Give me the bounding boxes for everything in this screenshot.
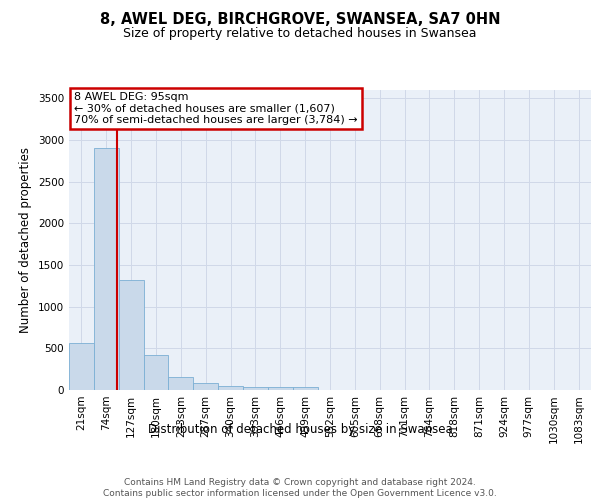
Bar <box>169 377 193 390</box>
Bar <box>69 342 94 390</box>
Text: 8, AWEL DEG, BIRCHGROVE, SWANSEA, SA7 0HN: 8, AWEL DEG, BIRCHGROVE, SWANSEA, SA7 0H… <box>100 12 500 28</box>
Bar <box>243 386 268 390</box>
Text: Distribution of detached houses by size in Swansea: Distribution of detached houses by size … <box>148 422 452 436</box>
Bar <box>143 356 169 390</box>
Bar <box>218 386 243 390</box>
Y-axis label: Number of detached properties: Number of detached properties <box>19 147 32 333</box>
Text: 8 AWEL DEG: 95sqm
← 30% of detached houses are smaller (1,607)
70% of semi-detac: 8 AWEL DEG: 95sqm ← 30% of detached hous… <box>74 92 358 124</box>
Bar <box>293 387 317 390</box>
Text: Contains HM Land Registry data © Crown copyright and database right 2024.
Contai: Contains HM Land Registry data © Crown c… <box>103 478 497 498</box>
Bar <box>193 384 218 390</box>
Bar <box>268 386 293 390</box>
Bar <box>119 280 143 390</box>
Bar <box>94 148 119 390</box>
Text: Size of property relative to detached houses in Swansea: Size of property relative to detached ho… <box>123 28 477 40</box>
